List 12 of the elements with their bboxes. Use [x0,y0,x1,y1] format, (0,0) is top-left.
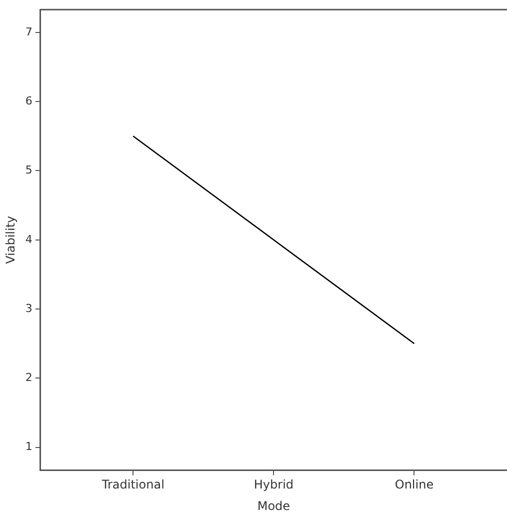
x-tick-label: Online [394,478,434,492]
x-axis-title: Mode [257,498,290,513]
y-tick-label: 1 [25,440,32,454]
y-tick-label: 3 [25,302,32,315]
y-tick-label: 4 [25,232,32,246]
y-tick-label: 5 [25,164,32,177]
y-tick-label: 6 [25,94,32,108]
y-axis-title: Viability [3,216,18,264]
y-tick-label: 2 [25,371,32,384]
x-tick-label: Hybrid [254,478,294,492]
x-tick-label: Traditional [100,478,164,492]
y-tick-label: 7 [25,25,32,38]
